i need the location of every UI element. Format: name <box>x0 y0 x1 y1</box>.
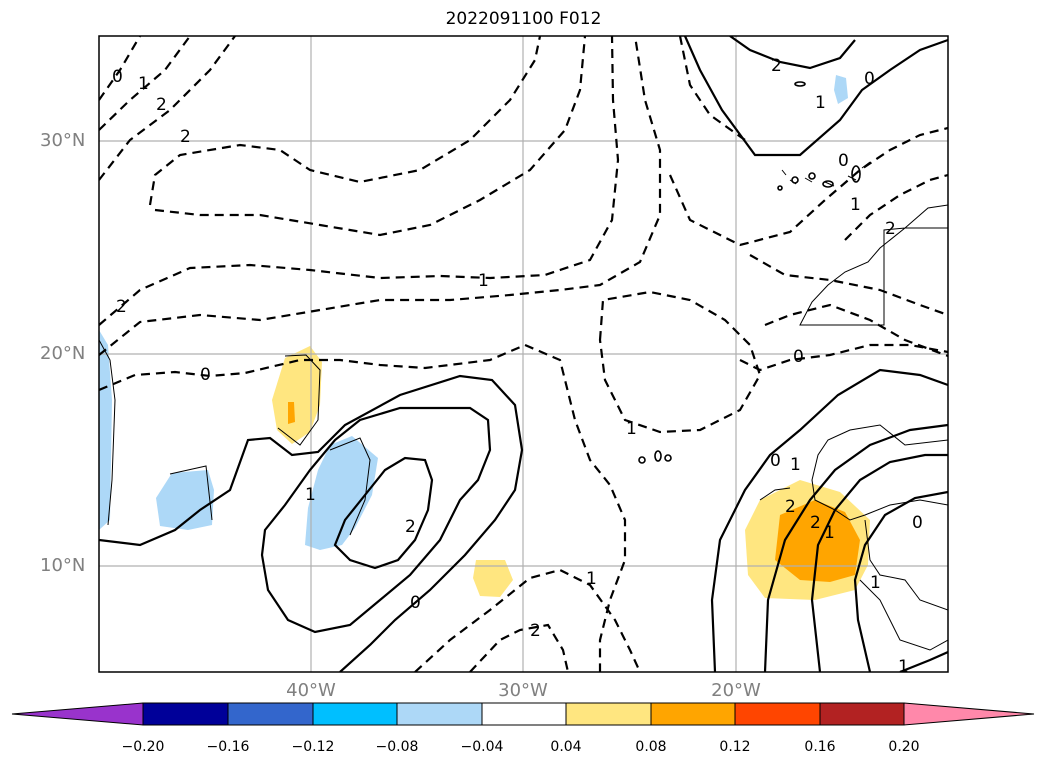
contour-label: 1 <box>138 74 149 94</box>
contour-label: 0 <box>770 451 781 471</box>
colorbar-tick: −0.20 <box>121 739 165 755</box>
colorbar <box>11 702 1035 726</box>
contour-label: 0 <box>112 67 123 87</box>
colorbar-tick: −0.04 <box>460 739 504 755</box>
contour-label: 0 <box>838 151 849 171</box>
shade-yellow-north <box>272 346 322 444</box>
colorbar-tick: −0.08 <box>375 739 419 755</box>
shade-blue-west <box>156 470 214 530</box>
contour-label: 2 <box>116 297 127 317</box>
colorbar-extend-low <box>11 702 144 726</box>
contour-label: 2 <box>810 513 821 533</box>
contour-label: 2 <box>180 127 191 147</box>
contour-label: 1 <box>824 523 835 543</box>
contour-label: 1 <box>898 657 909 677</box>
solid-contours <box>99 36 948 672</box>
lat-label-30n: 30°N <box>40 130 86 151</box>
dashed-blobs <box>638 81 861 464</box>
map-title: 2022091100 F012 <box>445 9 602 29</box>
dashed-contours <box>99 36 948 672</box>
contour-label: 1 <box>586 569 597 589</box>
map-frame <box>98 35 949 673</box>
contour-label: 2 <box>530 621 541 641</box>
contour-label: 2 <box>885 219 896 239</box>
colorbar-tick: 0.08 <box>635 739 667 755</box>
lon-label-30w: 30°W <box>498 680 548 701</box>
contour-label: 1 <box>478 271 489 291</box>
contour-label: 1 <box>850 195 861 215</box>
colorbar-bin <box>227 702 314 726</box>
lat-label-20n: 20°N <box>40 343 86 364</box>
colorbar-bin <box>734 702 821 726</box>
colorbar-bin <box>565 702 652 726</box>
contour-label: 0 <box>200 365 211 385</box>
contour-label: 2 <box>405 517 416 537</box>
lon-label-40w: 40°W <box>286 680 336 701</box>
colorbar-tick: 0.12 <box>719 739 751 755</box>
shade-blue-west-edge <box>99 330 112 530</box>
contour-label: 0 <box>912 513 923 533</box>
contour-label: 1 <box>626 419 637 439</box>
shade-yellow-small <box>473 560 513 597</box>
shade-orange-small <box>288 402 295 424</box>
contour-label: 2 <box>785 497 796 517</box>
colorbar-tick: 0.04 <box>550 739 582 755</box>
contour-label: 1 <box>790 455 801 475</box>
shade-blue-north <box>834 75 848 104</box>
colorbar-extend-high <box>903 702 1035 726</box>
contour-label: 2 <box>771 56 782 76</box>
shade-blue-central <box>305 436 378 550</box>
colorbar-tick: 0.20 <box>888 739 920 755</box>
contour-label: 0 <box>410 593 421 613</box>
colorbar-tick: 0.16 <box>804 739 836 755</box>
map-plot-area <box>99 36 948 672</box>
contour-label: 0 <box>793 347 804 367</box>
lon-label-20w: 20°W <box>711 680 761 701</box>
lat-label-10n: 10°N <box>40 555 86 576</box>
contour-label: 0 <box>864 69 875 89</box>
coastlines <box>99 161 948 651</box>
contour-label: 1 <box>870 573 881 593</box>
colorbar-bin <box>396 702 483 726</box>
contour-label: 2 <box>156 95 167 115</box>
colorbar-bin <box>819 702 905 726</box>
colorbar-bin <box>481 702 567 726</box>
contour-labels: 0 1 2 2 2 0 1 2 1 0 2 1 0 1 2 1 0 1 2 0 … <box>112 56 923 677</box>
colorbar-bin <box>650 702 736 726</box>
colorbar-bin <box>142 702 229 726</box>
shaded-regions <box>99 75 870 600</box>
colorbar-tick: −0.12 <box>291 739 335 755</box>
graticule <box>99 36 948 672</box>
contour-label: 1 <box>815 93 826 113</box>
colorbar-tick: −0.16 <box>206 739 250 755</box>
colorbar-bin <box>312 702 398 726</box>
contour-label: 1 <box>305 485 316 505</box>
